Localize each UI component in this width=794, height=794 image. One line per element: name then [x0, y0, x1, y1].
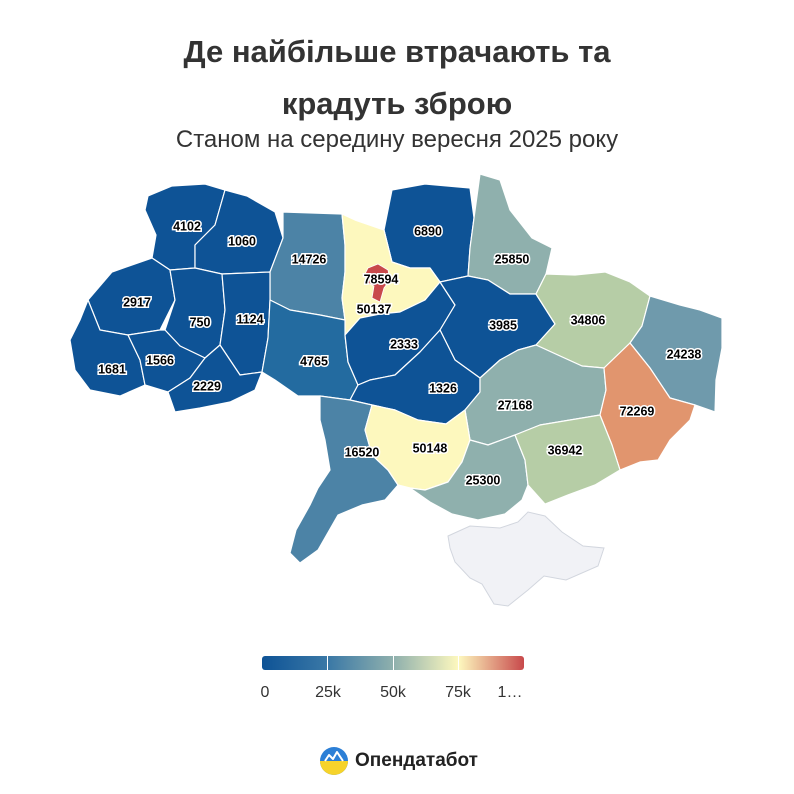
color-scale-legend [262, 656, 524, 670]
label-lviv: 2917 [123, 295, 151, 309]
chart-title-line2: крадуть зброю [281, 86, 513, 121]
label-kirovohrad: 1326 [429, 381, 457, 395]
label-ivano-frankivsk: 1566 [146, 353, 174, 367]
legend-tick-25k: 25k [315, 684, 341, 701]
legend-tick-0: 0 [260, 684, 270, 701]
legend-tick-75k: 75k [445, 684, 471, 701]
opendatabot-logo-icon [320, 747, 348, 775]
legend-segment-1 [262, 656, 328, 670]
chart-title-line1: Де найбільше втрачають та [183, 34, 611, 69]
label-odesa: 16520 [345, 445, 380, 459]
label-chernihiv: 6890 [414, 224, 442, 238]
region-zaporizhzhia [514, 414, 621, 505]
label-khmelnytskyi: 1124 [236, 312, 263, 326]
legend-segment-2 [327, 656, 394, 670]
label-volyn: 4102 [173, 219, 201, 233]
region-chernivtsi [167, 344, 263, 413]
label-cherkasy: 2333 [390, 337, 418, 351]
label-kharkiv: 34806 [571, 313, 606, 327]
label-rivne: 1060 [228, 234, 256, 248]
label-zhytomyr: 14726 [292, 252, 327, 266]
label-kherson: 25300 [466, 473, 501, 487]
label-kyiv-city: 78594 [364, 272, 399, 286]
brand-logo: Опендатабот [319, 746, 478, 776]
legend-segment-4 [459, 656, 524, 670]
region-kyiv-city [364, 263, 391, 303]
region-zakarpattia [69, 299, 146, 397]
label-zakarpattia: 1681 [98, 362, 126, 376]
chart-subtitle: Станом на середину вересня 2025 року [175, 126, 619, 153]
label-zaporizhzhia: 36942 [548, 443, 583, 457]
label-donetsk: 72269 [620, 404, 655, 418]
label-dnipropetrovsk: 27168 [498, 398, 533, 412]
legend-tick-max: 1… [497, 684, 523, 701]
legend-tick-50k: 50k [380, 684, 406, 701]
label-poltava: 3985 [489, 318, 517, 332]
brand-name: Опендатабот [355, 750, 478, 771]
label-mykolaiv: 50148 [413, 441, 448, 455]
label-sumy: 25850 [495, 252, 530, 266]
label-vinnytsia: 4765 [300, 354, 328, 368]
label-luhansk: 24238 [667, 347, 702, 361]
label-kyiv-oblast: 50137 [357, 302, 392, 316]
legend-segment-3 [393, 656, 460, 670]
label-chernivtsi: 2229 [193, 379, 221, 393]
label-ternopil: 750 [190, 315, 211, 329]
region-crimea [447, 511, 605, 607]
region-sumy [467, 173, 553, 295]
